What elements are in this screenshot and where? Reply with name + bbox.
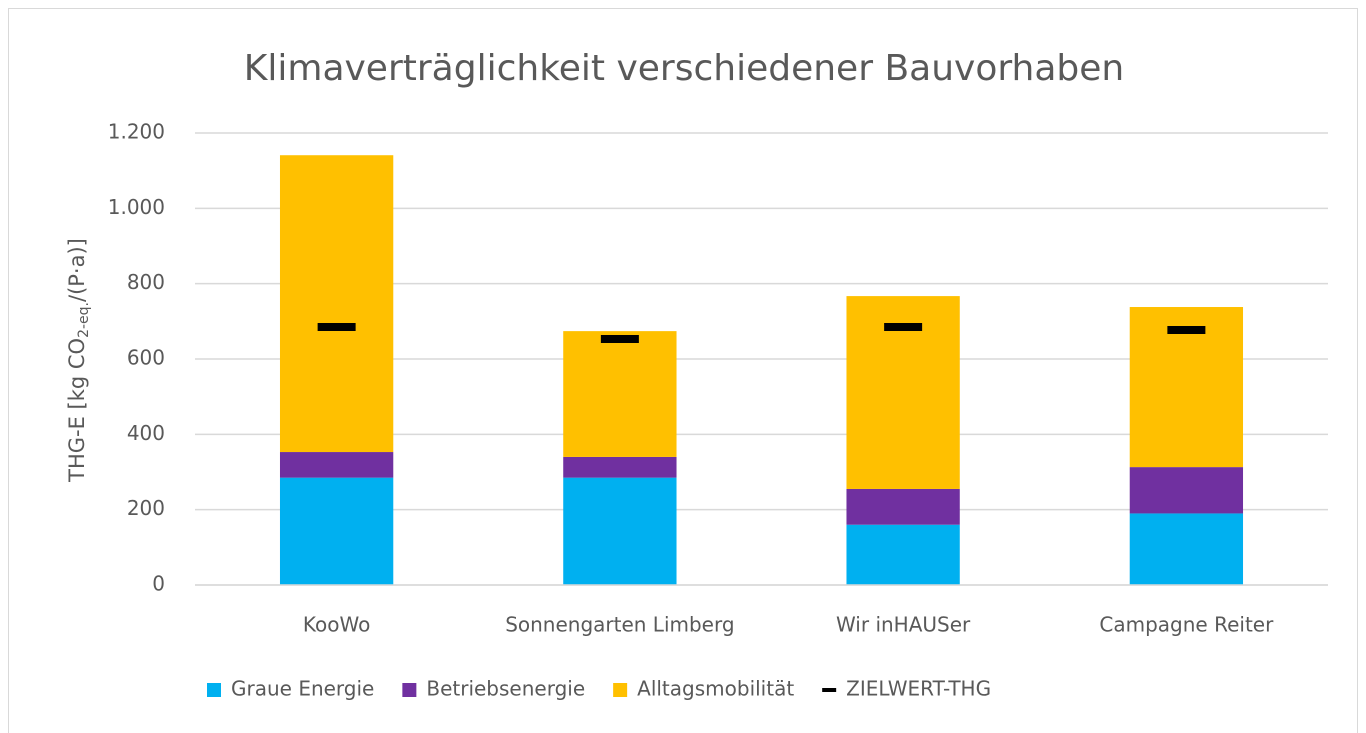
bar-segment	[563, 331, 677, 457]
bar-segment	[279, 452, 394, 478]
bar-segment	[846, 524, 960, 585]
legend-label: Graue Energie	[231, 677, 374, 701]
legend-label: ZIELWERT-THG	[846, 677, 991, 701]
legend-label: Alltagsmobilität	[637, 677, 794, 701]
bar-segment	[846, 488, 960, 525]
bar-segment	[279, 155, 394, 453]
legend-swatch	[207, 683, 221, 697]
y-tick-label: 400	[127, 421, 165, 445]
bar-segment	[563, 477, 677, 585]
y-tick-label: 1.000	[108, 195, 165, 219]
y-axis-label: THG-E [kg CO2-eq./(P·a)]	[65, 238, 92, 483]
bar-segment	[1129, 467, 1244, 514]
x-tick-label: Sonnengarten Limberg	[505, 613, 734, 637]
y-label-sub: 2-eq.	[76, 302, 92, 338]
y-tick-label: 0	[152, 572, 165, 596]
x-tick-label: Campagne Reiter	[1099, 613, 1274, 637]
y-label-part: THG-E [kg CO	[65, 338, 89, 483]
x-tick-label: Wir inHAUSer	[836, 613, 971, 637]
y-tick-label: 600	[127, 346, 165, 370]
legend-swatch	[613, 683, 628, 697]
chart-title: Klimaverträglichkeit verschiedener Bauvo…	[244, 48, 1124, 89]
bar-segment	[279, 477, 394, 585]
bar-segment	[1129, 513, 1244, 585]
x-tick-label: KooWo	[303, 613, 370, 637]
legend-label: Betriebsenergie	[426, 677, 585, 701]
legend-swatch	[402, 683, 417, 697]
y-tick-label: 1.200	[108, 120, 165, 144]
y-tick-label: 200	[127, 496, 165, 520]
y-tick-label: 800	[127, 270, 165, 294]
y-label-part: /(P·a)]	[65, 238, 89, 302]
bar-segment	[563, 456, 677, 478]
